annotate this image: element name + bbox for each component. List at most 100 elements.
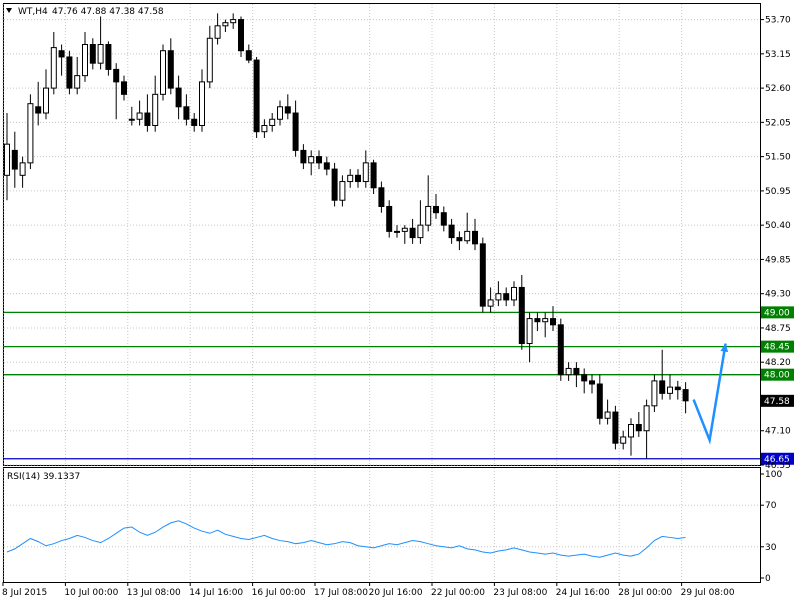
candle-body-down bbox=[635, 424, 642, 432]
candle-body-down bbox=[581, 374, 588, 382]
candle-body-down bbox=[479, 243, 486, 307]
candle-body-down bbox=[448, 224, 455, 239]
candles bbox=[4, 13, 689, 459]
candle-body-up bbox=[97, 43, 104, 64]
candle-body-down bbox=[144, 112, 151, 126]
level-label-box bbox=[761, 306, 794, 319]
candle-body-down bbox=[316, 156, 322, 164]
candle-body-up bbox=[152, 93, 159, 126]
candle-body-down bbox=[612, 411, 619, 444]
candle-body-down bbox=[503, 293, 510, 301]
candle-body-down bbox=[284, 106, 291, 114]
candle-body-up bbox=[74, 75, 81, 89]
candle-body-up bbox=[604, 411, 611, 419]
candle-body-down bbox=[11, 149, 18, 170]
candle-body-up bbox=[160, 50, 166, 95]
time-tick-label: 29 Jul 08:00 bbox=[681, 588, 735, 598]
price-tick-label: 51.50 bbox=[765, 153, 791, 163]
candle-body-up bbox=[417, 224, 424, 239]
candle-body-down bbox=[183, 106, 190, 120]
candle-body-up bbox=[136, 112, 143, 120]
candle-body-up bbox=[542, 318, 549, 323]
rsi-grid bbox=[4, 504, 760, 548]
candle-body-up bbox=[277, 106, 283, 120]
candle-body-down bbox=[518, 286, 525, 345]
candle-body-up bbox=[651, 380, 658, 407]
candle-body-down bbox=[292, 112, 299, 151]
price-tick-label: 47.10 bbox=[765, 427, 791, 437]
candle-body-down bbox=[573, 367, 580, 376]
candle-body-up bbox=[214, 25, 221, 39]
candle-body-down bbox=[409, 227, 416, 239]
price-tick-label: 49.30 bbox=[765, 290, 791, 300]
level-label-box bbox=[761, 452, 794, 465]
candle-body-up bbox=[487, 299, 494, 307]
candle-body-down bbox=[456, 237, 463, 242]
time-tick-label: 28 Jul 00:00 bbox=[618, 588, 672, 598]
price-tick-label: 46.55 bbox=[765, 461, 791, 471]
rsi-axis: 100 70 30 0 bbox=[760, 470, 782, 584]
price-tick-label: 50.40 bbox=[765, 221, 791, 231]
candle-body-down bbox=[370, 162, 377, 189]
time-tick-label: 13 Jul 08:00 bbox=[127, 588, 181, 598]
candle-body-up bbox=[206, 37, 213, 83]
candle-body-up bbox=[199, 81, 205, 126]
rsi-line bbox=[6, 520, 686, 558]
symbol-dropdown-icon[interactable] bbox=[6, 8, 12, 13]
candle-body-up bbox=[27, 103, 34, 164]
candle-body-down bbox=[323, 162, 330, 170]
projection-path bbox=[692, 343, 727, 445]
time-tick-label: 23 Jul 08:00 bbox=[493, 588, 547, 598]
candle-body-down bbox=[121, 81, 127, 95]
time-axis: 8 Jul 2015 10 Jul 00:00 13 Jul 08:00 14 Jul… bbox=[2, 582, 735, 598]
candle-body-up bbox=[261, 124, 268, 133]
time-tick-label: 22 Jul 00:00 bbox=[431, 588, 485, 598]
candle-body-up bbox=[495, 293, 502, 301]
candle-body-up bbox=[269, 118, 276, 126]
candle-body-down bbox=[253, 59, 260, 133]
price-grid bbox=[2, 4, 760, 582]
candle-body-down bbox=[659, 380, 666, 394]
candle-body-up bbox=[43, 87, 49, 114]
candle-body-up bbox=[464, 230, 471, 242]
candle-body-down bbox=[596, 383, 603, 419]
candle-body-down bbox=[472, 230, 478, 245]
candle-body-up bbox=[128, 118, 135, 121]
price-tick-label: 48.75 bbox=[765, 324, 791, 334]
rsi-tick-label: 0 bbox=[765, 574, 771, 584]
candle-body-up bbox=[82, 43, 88, 77]
candle-body-down bbox=[175, 87, 182, 108]
time-tick-label: 17 Jul 08:00 bbox=[314, 588, 368, 598]
candle-body-up bbox=[394, 230, 400, 233]
candle-body-down bbox=[534, 318, 541, 323]
price-tick-label: 50.95 bbox=[765, 187, 791, 197]
last-price-label: 47.58 bbox=[764, 397, 790, 407]
candle-body-up bbox=[643, 405, 650, 432]
last-price-box bbox=[761, 394, 794, 407]
level-label: 46.65 bbox=[764, 455, 790, 465]
projection-arrowhead bbox=[720, 343, 729, 353]
symbol-label: WT,H4 bbox=[18, 7, 48, 17]
ohlc-label: 47.76 47.88 47.38 47.58 bbox=[52, 7, 164, 17]
candle-body-down bbox=[105, 43, 112, 70]
time-tick-label: 24 Jul 16:00 bbox=[556, 588, 610, 598]
candle-body-down bbox=[245, 50, 252, 61]
price-tick-label: 49.85 bbox=[765, 255, 791, 265]
candle-body-down bbox=[386, 205, 393, 232]
rsi-label: RSI(14) 39.1337 bbox=[7, 472, 80, 482]
candle-body-up bbox=[347, 174, 354, 183]
candle-body-down bbox=[378, 187, 385, 207]
candle-body-down bbox=[238, 19, 244, 52]
price-tick-label: 52.60 bbox=[765, 84, 791, 94]
rsi-series bbox=[6, 520, 686, 558]
price-tick-label: 48.20 bbox=[765, 358, 791, 368]
horizontal-levels: 49.00 48.45 48.00 46.65 bbox=[4, 306, 794, 465]
price-tick-label: 53.15 bbox=[765, 50, 791, 60]
candle-body-up bbox=[4, 143, 10, 176]
candle-body-down bbox=[89, 43, 96, 64]
candle-body-up bbox=[526, 318, 533, 345]
candle-body-down bbox=[550, 318, 556, 326]
candle-body-up bbox=[565, 367, 572, 376]
candle-body-up bbox=[308, 156, 315, 164]
